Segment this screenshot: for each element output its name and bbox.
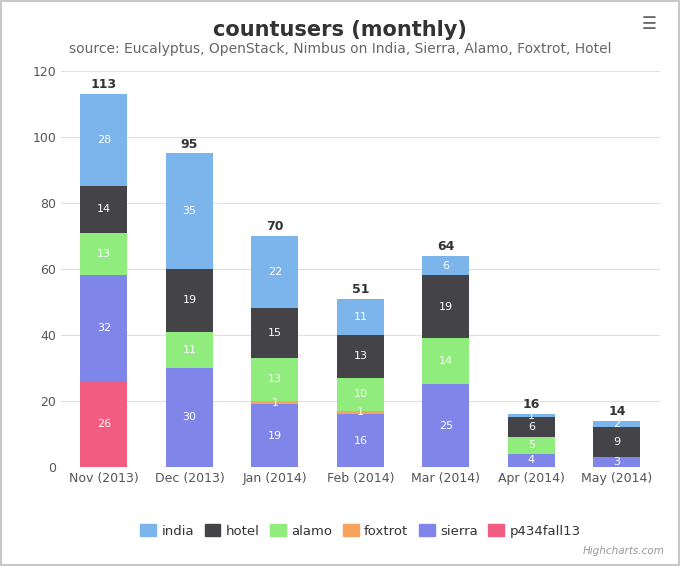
Text: 30: 30: [182, 413, 197, 422]
Text: 22: 22: [268, 267, 282, 277]
Bar: [422, 384, 469, 467]
Bar: [166, 368, 213, 467]
Bar: [508, 437, 555, 454]
Bar: [508, 414, 555, 418]
Text: 32: 32: [97, 323, 111, 333]
Bar: [337, 414, 384, 467]
Bar: [508, 418, 555, 437]
Bar: [80, 233, 127, 276]
Text: 6: 6: [528, 422, 535, 432]
Text: 26: 26: [97, 419, 111, 429]
Bar: [337, 299, 384, 335]
Text: 11: 11: [354, 312, 367, 321]
Bar: [80, 276, 127, 381]
Text: ☰: ☰: [642, 15, 657, 33]
Text: 51: 51: [352, 283, 369, 296]
Text: 70: 70: [266, 220, 284, 233]
Bar: [422, 276, 469, 338]
Text: 10: 10: [354, 389, 367, 400]
Text: 9: 9: [613, 437, 620, 447]
Text: 19: 19: [439, 302, 453, 312]
Text: 13: 13: [97, 249, 111, 259]
Text: 28: 28: [97, 135, 111, 145]
Bar: [252, 308, 299, 358]
Text: 15: 15: [268, 328, 282, 338]
Bar: [337, 411, 384, 414]
Bar: [252, 358, 299, 401]
Text: 25: 25: [439, 421, 453, 431]
Text: countusers (monthly): countusers (monthly): [213, 20, 467, 40]
Bar: [422, 256, 469, 276]
Bar: [252, 236, 299, 308]
Bar: [252, 401, 299, 404]
Text: 16: 16: [354, 435, 367, 445]
Bar: [594, 421, 641, 427]
Text: 2: 2: [613, 419, 620, 429]
Text: 14: 14: [97, 204, 111, 215]
Text: 1: 1: [528, 411, 535, 421]
Bar: [594, 457, 641, 467]
Text: Highcharts.com: Highcharts.com: [583, 546, 665, 556]
Text: 3: 3: [613, 457, 620, 467]
Text: 16: 16: [523, 398, 540, 411]
Legend: india, hotel, alamo, foxtrot, sierra, p434fall13: india, hotel, alamo, foxtrot, sierra, p4…: [135, 519, 585, 543]
Text: 14: 14: [608, 405, 626, 418]
Text: source: Eucalyptus, OpenStack, Nimbus on India, Sierra, Alamo, Foxtrot, Hotel: source: Eucalyptus, OpenStack, Nimbus on…: [69, 42, 611, 57]
Text: 113: 113: [91, 78, 117, 91]
Bar: [594, 427, 641, 457]
Text: 5: 5: [528, 440, 535, 451]
Bar: [80, 94, 127, 186]
Text: 13: 13: [268, 375, 282, 384]
Text: 35: 35: [182, 206, 197, 216]
Bar: [166, 153, 213, 269]
Text: 1: 1: [271, 397, 278, 408]
Bar: [80, 186, 127, 233]
Bar: [508, 454, 555, 467]
Bar: [422, 338, 469, 384]
Bar: [337, 378, 384, 411]
Bar: [80, 381, 127, 467]
Text: 4: 4: [528, 455, 535, 465]
Text: 1: 1: [357, 408, 364, 418]
Text: 14: 14: [439, 356, 453, 366]
Text: 11: 11: [182, 345, 197, 355]
Bar: [337, 335, 384, 378]
Text: 6: 6: [443, 260, 449, 271]
Bar: [252, 404, 299, 467]
Text: 64: 64: [437, 240, 454, 253]
Text: 95: 95: [181, 138, 198, 151]
Text: 13: 13: [354, 351, 367, 361]
Text: 19: 19: [182, 295, 197, 305]
Bar: [166, 332, 213, 368]
Text: 19: 19: [268, 431, 282, 440]
Bar: [166, 269, 213, 332]
